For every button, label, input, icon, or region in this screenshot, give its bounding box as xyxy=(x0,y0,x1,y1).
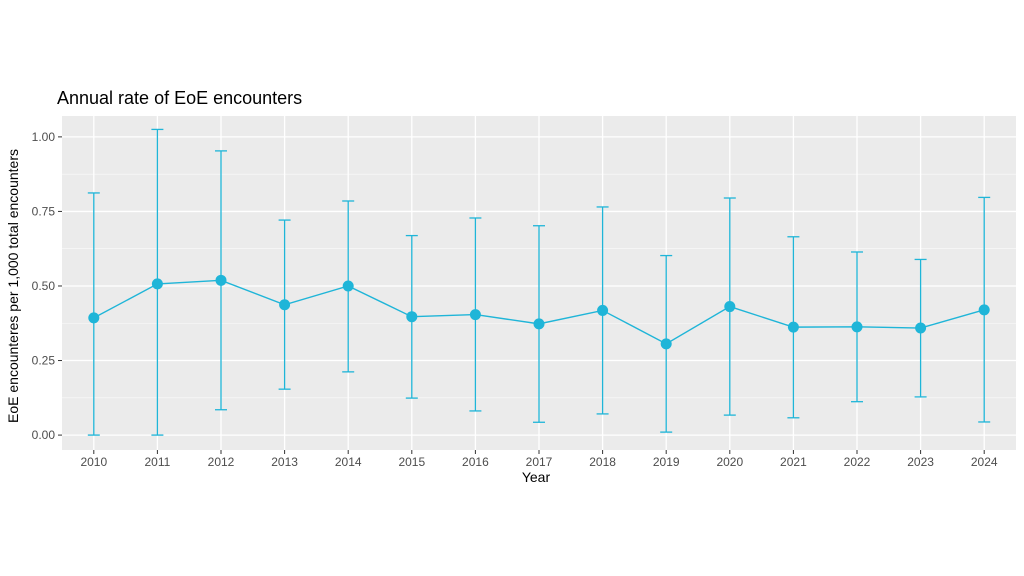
x-tick-label: 2024 xyxy=(971,455,998,469)
data-points xyxy=(88,274,990,350)
data-point xyxy=(851,321,863,333)
y-axis-label: EoE encounteres per 1,000 total encounte… xyxy=(5,149,21,423)
x-tick-label: 2014 xyxy=(335,455,362,469)
x-tick-label: 2011 xyxy=(144,455,170,469)
data-point xyxy=(151,278,163,290)
x-tick-label: 2021 xyxy=(780,455,807,469)
y-tick-label: 0.00 xyxy=(32,428,56,442)
data-point xyxy=(342,280,354,292)
x-tick-label: 2010 xyxy=(80,455,107,469)
x-tick-label: 2023 xyxy=(907,455,934,469)
x-axis-ticks: 2010 2011 2012 2013 2014 2015 2016 2017 2018 2019… xyxy=(80,450,998,469)
x-tick-label: 2012 xyxy=(208,455,235,469)
x-tick-label: 2020 xyxy=(716,455,743,469)
x-tick-label: 2022 xyxy=(844,455,871,469)
data-point xyxy=(215,274,227,286)
data-point xyxy=(978,304,990,316)
chart-title: Annual rate of EoE encounters xyxy=(57,88,302,108)
x-axis-label: Year xyxy=(522,469,551,485)
data-point xyxy=(724,301,736,313)
y-tick-label: 0.25 xyxy=(32,354,56,368)
data-point xyxy=(88,312,100,324)
data-point xyxy=(279,299,291,311)
x-tick-label: 2019 xyxy=(653,455,680,469)
data-point xyxy=(533,318,545,330)
y-axis-ticks: 0.00 0.25 0.50 0.75 1.00 xyxy=(32,130,62,442)
x-tick-label: 2016 xyxy=(462,455,489,469)
y-tick-label: 1.00 xyxy=(32,130,56,144)
data-point xyxy=(469,309,481,321)
data-point xyxy=(915,322,927,334)
data-point xyxy=(787,321,799,333)
data-point xyxy=(660,338,672,350)
x-tick-label: 2013 xyxy=(271,455,298,469)
y-tick-label: 0.50 xyxy=(32,279,56,293)
x-tick-label: 2018 xyxy=(589,455,616,469)
y-tick-label: 0.75 xyxy=(32,204,56,218)
x-tick-label: 2015 xyxy=(398,455,425,469)
data-point xyxy=(597,304,609,316)
data-point xyxy=(406,311,418,323)
x-tick-label: 2017 xyxy=(526,455,553,469)
